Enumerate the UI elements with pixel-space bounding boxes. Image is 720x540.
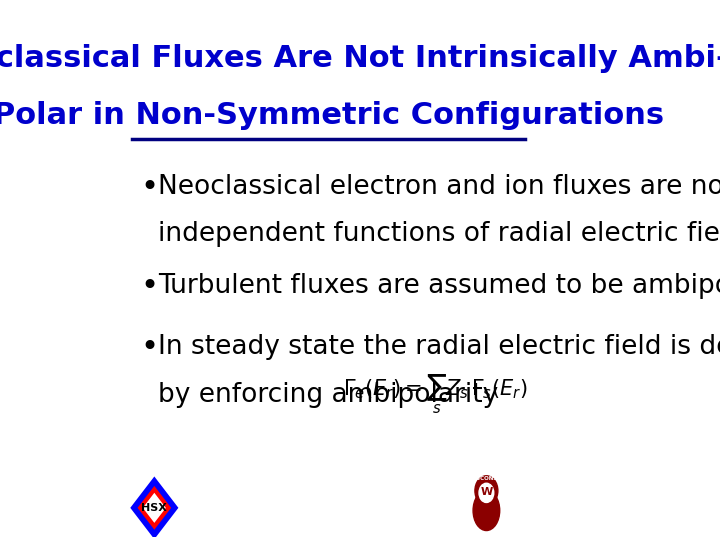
Text: WISCONSIN: WISCONSIN — [469, 476, 505, 481]
Ellipse shape — [473, 490, 500, 530]
Text: •: • — [140, 272, 158, 301]
Text: W: W — [480, 487, 492, 497]
Text: $\Gamma_e(E_r) = \sum_s Z_s \, \Gamma_s(E_r)$: $\Gamma_e(E_r) = \sum_s Z_s \, \Gamma_s(… — [343, 373, 527, 416]
Circle shape — [479, 483, 494, 503]
Text: by enforcing ambipolarity: by enforcing ambipolarity — [158, 382, 499, 408]
Text: independent functions of radial electric field: independent functions of radial electric… — [158, 221, 720, 247]
Text: In steady state the radial electric field is determined: In steady state the radial electric fiel… — [158, 334, 720, 361]
Text: Neoclassical electron and ion fluxes are non-linear: Neoclassical electron and ion fluxes are… — [158, 174, 720, 200]
Text: Neoclassical Fluxes Are Not Intrinsically Ambi-: Neoclassical Fluxes Are Not Intrinsicall… — [0, 44, 720, 73]
Text: •: • — [140, 333, 158, 362]
Text: •: • — [140, 173, 158, 201]
Circle shape — [475, 476, 498, 505]
Text: Polar in Non-Symmetric Configurations: Polar in Non-Symmetric Configurations — [0, 100, 664, 130]
Polygon shape — [135, 482, 174, 534]
Text: HSX: HSX — [141, 503, 167, 513]
Text: Turbulent fluxes are assumed to be ambipolar: Turbulent fluxes are assumed to be ambip… — [158, 273, 720, 299]
